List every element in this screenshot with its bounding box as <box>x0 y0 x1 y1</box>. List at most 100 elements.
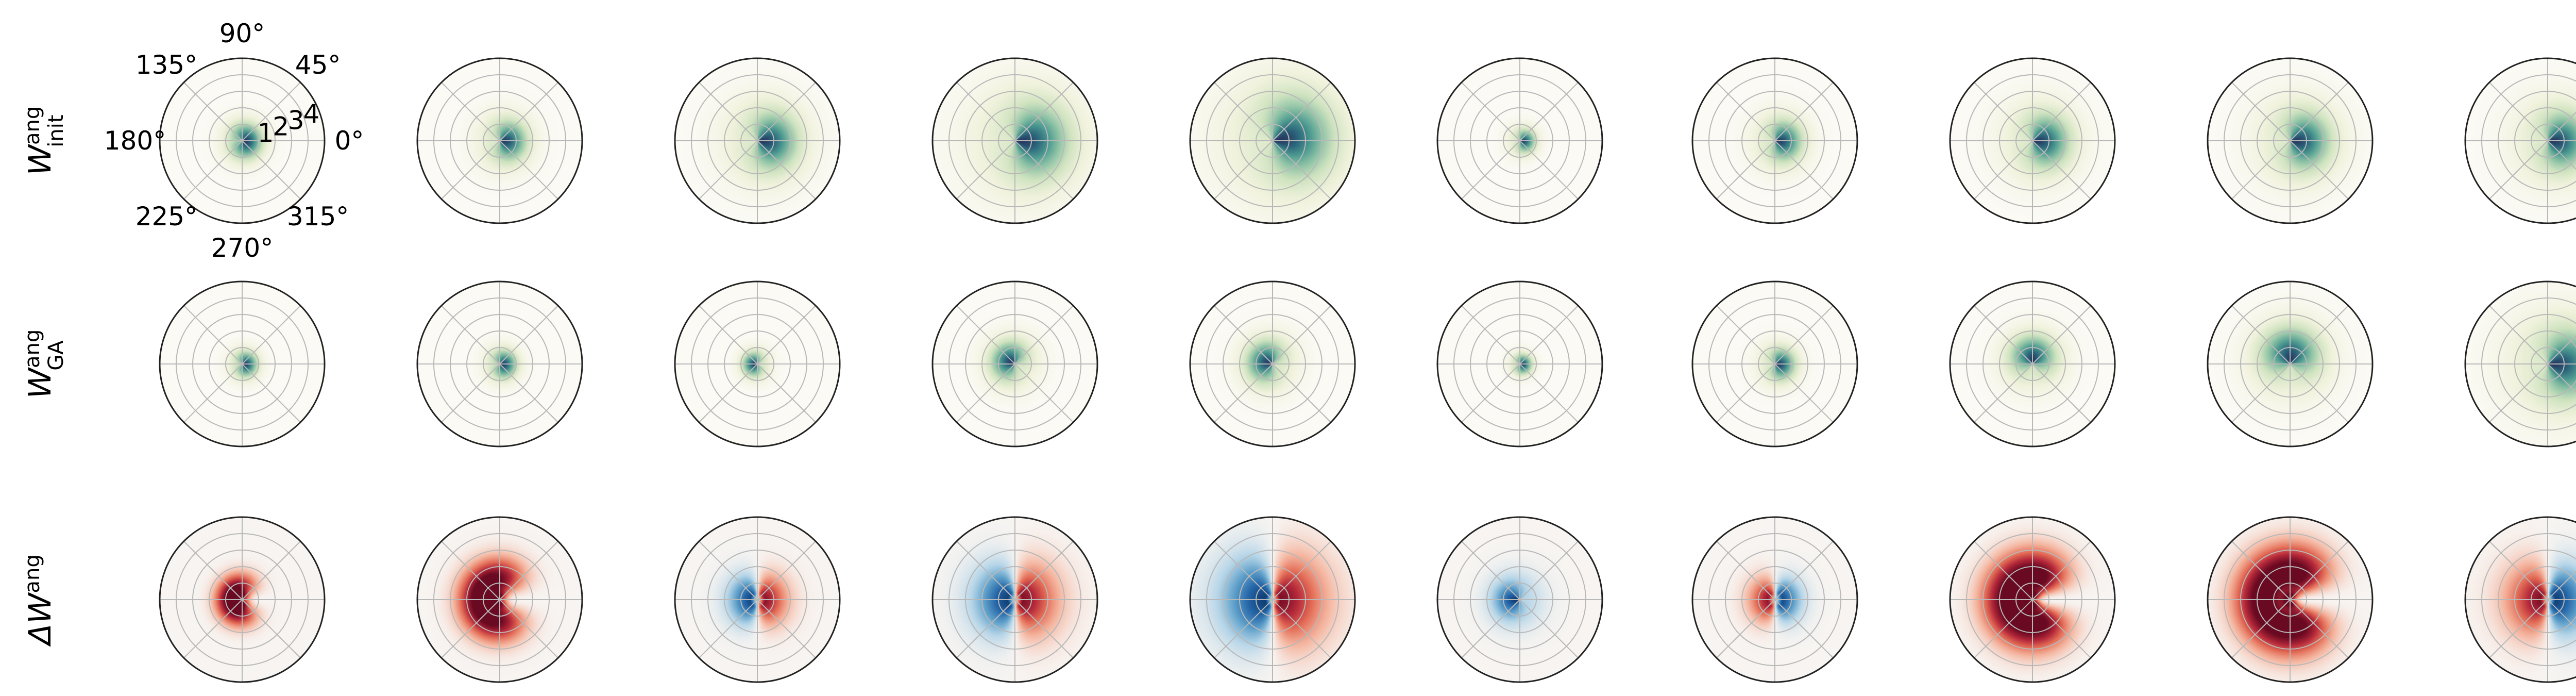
polar-frame <box>2207 57 2374 224</box>
angular-gridline <box>699 82 758 141</box>
angular-gridline <box>183 363 243 423</box>
angular-gridline <box>1974 541 2033 600</box>
polar-frame <box>1436 516 1603 683</box>
angular-gridline <box>1974 363 2033 423</box>
polar-frame <box>159 516 326 683</box>
polar-frame <box>1949 280 2116 448</box>
panel-r0-c2 <box>674 57 841 224</box>
angular-gridline <box>1461 140 1520 200</box>
angular-gridline <box>2547 335 2576 364</box>
angle-tick-label: 45° <box>295 50 341 80</box>
angular-gridline <box>1774 599 1834 658</box>
panel-r1-c9 <box>2464 280 2576 448</box>
angular-gridline <box>1014 305 1074 364</box>
polar-frame <box>1189 516 1356 683</box>
angular-gridline <box>1774 82 1834 141</box>
angular-gridline <box>2489 541 2548 600</box>
angular-gridline <box>2489 82 2548 141</box>
panel-r0-c5 <box>1436 57 1603 224</box>
angular-gridline <box>699 541 758 600</box>
angular-gridline <box>699 599 758 658</box>
angular-gridline <box>242 82 301 141</box>
angular-gridline <box>757 82 816 141</box>
angular-gridline <box>1214 305 1273 364</box>
angular-gridline <box>1214 599 1273 658</box>
angular-gridline <box>2231 305 2291 364</box>
angular-gridline <box>1214 140 1273 200</box>
angular-gridline <box>956 82 1015 141</box>
angular-gridline <box>1716 305 1775 364</box>
angular-gridline <box>1014 541 1074 600</box>
panel-r2-c3 <box>931 516 1098 683</box>
panel-r0-c6 <box>1691 57 1858 224</box>
angular-gridline <box>2032 363 2091 423</box>
polar-frame <box>931 516 1098 683</box>
panel-r0-c8 <box>2207 57 2374 224</box>
polar-frame <box>2207 516 2374 683</box>
row-label-2: ΔWang <box>21 554 58 647</box>
polar-frame <box>1949 57 2116 224</box>
angle-tick-label: 315° <box>287 202 349 231</box>
angular-gridline <box>1716 599 1775 658</box>
angular-gridline <box>1519 82 1579 141</box>
angular-gridline <box>2489 305 2548 364</box>
panel-r0-c7 <box>1949 57 2116 224</box>
panel-r1-c1 <box>416 280 583 448</box>
angular-gridline <box>1014 363 1074 423</box>
angular-gridline <box>956 305 1015 364</box>
angular-gridline <box>441 599 500 658</box>
radial-tick-label: 1 <box>258 118 274 148</box>
panels-layer <box>159 57 2576 683</box>
angular-gridline <box>956 363 1015 423</box>
row-labels-layer: Wanginit WangGA ΔWang <box>21 106 68 647</box>
angular-gridline <box>1519 305 1579 364</box>
angular-gridline <box>1214 541 1273 600</box>
angular-gridline <box>1461 305 1520 364</box>
panel-r2-c2 <box>674 516 841 683</box>
angular-gridline <box>1272 82 1331 141</box>
angular-gridline <box>2231 363 2291 423</box>
panel-r2-c7 <box>1949 516 2116 683</box>
angular-gridline <box>242 363 301 423</box>
angular-gridline <box>699 305 758 364</box>
angular-gridline <box>242 305 301 364</box>
angular-gridline <box>499 599 558 658</box>
angular-gridline <box>1974 305 2033 364</box>
radial-tick-label: 3 <box>288 105 304 135</box>
angular-gridline <box>956 599 1015 658</box>
angular-gridline <box>2032 140 2091 200</box>
angular-gridline <box>183 305 243 364</box>
polar-frame <box>674 57 841 224</box>
angular-gridline <box>2032 82 2091 141</box>
angular-gridline <box>1974 599 2033 658</box>
angular-gridline <box>1214 363 1273 423</box>
angular-gridline <box>1519 363 1579 423</box>
panel-r2-c5 <box>1436 516 1603 683</box>
angular-gridline <box>1974 82 2033 141</box>
angular-gridline <box>2547 363 2576 393</box>
angular-gridline <box>499 541 558 600</box>
angular-gridline <box>757 305 816 364</box>
angular-gridline <box>1519 541 1579 600</box>
polar-frame <box>674 516 841 683</box>
panel-r0-c0 <box>159 57 326 224</box>
angular-gridline <box>1716 363 1775 423</box>
panel-r1-c0 <box>159 280 326 448</box>
polar-frame <box>159 280 326 448</box>
angular-gridline <box>1272 541 1331 600</box>
polar-frame <box>1691 516 1858 683</box>
angular-gridline <box>499 82 558 141</box>
angular-gridline <box>2547 599 2576 629</box>
angular-gridline <box>2032 599 2091 658</box>
angular-gridline <box>2032 305 2091 364</box>
angle-tick-label: 270° <box>211 233 273 263</box>
polar-frame <box>159 57 326 224</box>
angular-gridline <box>441 305 500 364</box>
panel-r1-c7 <box>1949 280 2116 448</box>
panel-r2-c1 <box>416 516 583 683</box>
angular-gridline <box>1272 363 1331 423</box>
angular-gridline <box>757 541 816 600</box>
angular-gridline <box>2231 82 2291 141</box>
polar-frame <box>2464 280 2576 448</box>
polar-frame <box>931 280 1098 448</box>
